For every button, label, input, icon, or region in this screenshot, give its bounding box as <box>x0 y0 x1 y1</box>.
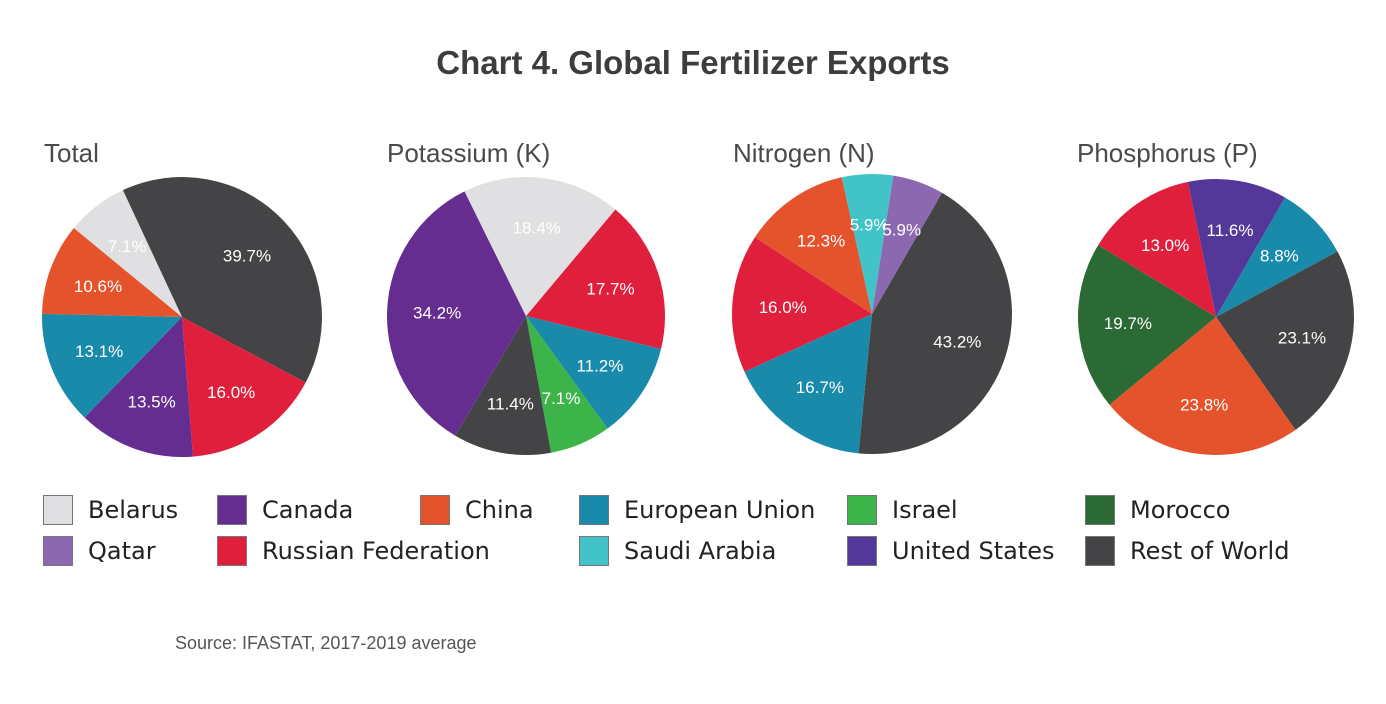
legend-label: Qatar <box>88 537 156 565</box>
slice-label-canada: 34.2% <box>413 304 461 323</box>
slice-label-rest-of-world: 11.4% <box>487 395 534 414</box>
pie-slice-china <box>42 228 182 317</box>
legend-swatch <box>1085 536 1115 566</box>
pie-title-nitrogen: Nitrogen (N) <box>733 138 875 168</box>
slice-label-saudi-arabia: 5.9% <box>850 215 889 234</box>
slice-label-china: 10.6% <box>74 277 122 296</box>
pie-slice-european-union <box>41 313 182 418</box>
legend-label: United States <box>892 537 1055 565</box>
pie-potassium-k-: 17.7% 11.2% 7.1% 11.4% 34.2% 18.4% <box>386 176 665 456</box>
legend-swatch <box>847 495 877 525</box>
pie-slice-rest-of-world <box>1216 251 1354 430</box>
slice-label-european-union: 11.2% <box>576 357 623 376</box>
slice-label-rest-of-world: 23.1% <box>1278 328 1326 347</box>
slice-label-russian-federation: 16.0% <box>759 298 807 317</box>
pie-slice-belarus <box>464 176 616 316</box>
slice-label-rest-of-world: 43.2% <box>933 332 981 351</box>
slice-label-morocco: 19.7% <box>1104 314 1152 333</box>
slice-label-belarus: 18.4% <box>513 219 561 238</box>
slice-label-israel: 7.1% <box>542 389 581 408</box>
legend-label: Morocco <box>1130 496 1231 524</box>
legend-swatch <box>579 536 609 566</box>
pie-slice-united-states <box>1187 179 1285 317</box>
pie-slice-russian-federation <box>731 237 872 372</box>
pie-title-potassium: Potassium (K) <box>387 138 551 168</box>
legend-label: China <box>465 496 534 524</box>
legend-label: Belarus <box>88 496 179 524</box>
legend-label: Israel <box>892 496 958 524</box>
slice-label-belarus: 7.1% <box>108 237 147 256</box>
legend-swatch <box>1085 495 1115 525</box>
slice-label-russian-federation: 17.7% <box>586 279 634 298</box>
pie-slice-russian-federation <box>526 209 665 349</box>
pie-slice-european-union <box>526 316 662 429</box>
slice-label-china: 23.8% <box>1180 396 1228 415</box>
source-note: Source: IFASTAT, 2017-2019 average <box>175 633 477 653</box>
pie-charts: 39.7% 16.0% 13.5% 13.1% 10.6% 7.1% 17.7% 11.2% 7… <box>41 173 1354 457</box>
slice-label-european-union: 8.8% <box>1260 247 1299 266</box>
pie-slice-israel <box>526 316 608 453</box>
slice-label-qatar: 5.9% <box>882 221 921 240</box>
slice-label-european-union: 16.7% <box>796 378 844 397</box>
legend-label: European Union <box>624 496 816 524</box>
pie-slice-canada <box>84 317 193 457</box>
slice-label-united-states: 11.6% <box>1207 221 1254 240</box>
slice-label-russian-federation: 16.0% <box>207 383 255 402</box>
legend-swatch <box>420 495 450 525</box>
pie-slice-belarus <box>73 190 182 317</box>
pie-slice-russian-federation <box>182 317 306 457</box>
slice-label-european-union: 13.1% <box>75 342 123 361</box>
legend-swatch <box>579 495 609 525</box>
pie-title-total: Total <box>44 138 99 168</box>
legend-label: Rest of World <box>1130 537 1290 565</box>
legend-swatch <box>217 536 247 566</box>
legend-label: Canada <box>262 496 354 524</box>
pie-slice-canada <box>386 191 526 436</box>
legend-swatch <box>43 495 73 525</box>
pie-slice-china <box>754 177 872 314</box>
pie-slice-rest-of-world <box>455 316 552 456</box>
legend-label: Russian Federation <box>262 537 490 565</box>
pie-title-phosphorus: Phosphorus (P) <box>1077 138 1258 168</box>
pie-total: 39.7% 16.0% 13.5% 13.1% 10.6% 7.1% <box>41 177 322 457</box>
pie-nitrogen-n-: 43.2% 16.7% 16.0% 12.3% 5.9%5.9% <box>731 173 1012 454</box>
pie-phosphorus-p-: 8.8% 23.1% 23.8% 19.7% 13.0% 11.6% <box>1078 179 1354 455</box>
pie-slice-russian-federation <box>1098 181 1216 317</box>
pie-slice-european-union <box>744 314 872 454</box>
pie-slice-rest-of-world <box>122 177 322 383</box>
chart-title: Chart 4. Global Fertilizer Exports <box>436 44 950 81</box>
legend-swatch <box>847 536 877 566</box>
slice-label-canada: 13.5% <box>127 392 175 411</box>
slice-label-rest-of-world: 39.7% <box>223 246 271 265</box>
pie-slice-saudi-arabia <box>841 173 894 314</box>
legend-label: Saudi Arabia <box>624 537 777 565</box>
pie-slice-rest-of-world <box>858 192 1012 454</box>
slice-label-russian-federation: 13.0% <box>1141 236 1189 255</box>
legend-swatch <box>217 495 247 525</box>
legend-swatch <box>43 536 73 566</box>
pie-slice-china <box>1109 317 1296 455</box>
pie-slice-morocco <box>1078 245 1216 405</box>
slice-label-china: 12.3% <box>797 231 845 250</box>
pie-slice-european-union <box>1216 197 1338 317</box>
pie-slice-qatar <box>872 175 942 314</box>
